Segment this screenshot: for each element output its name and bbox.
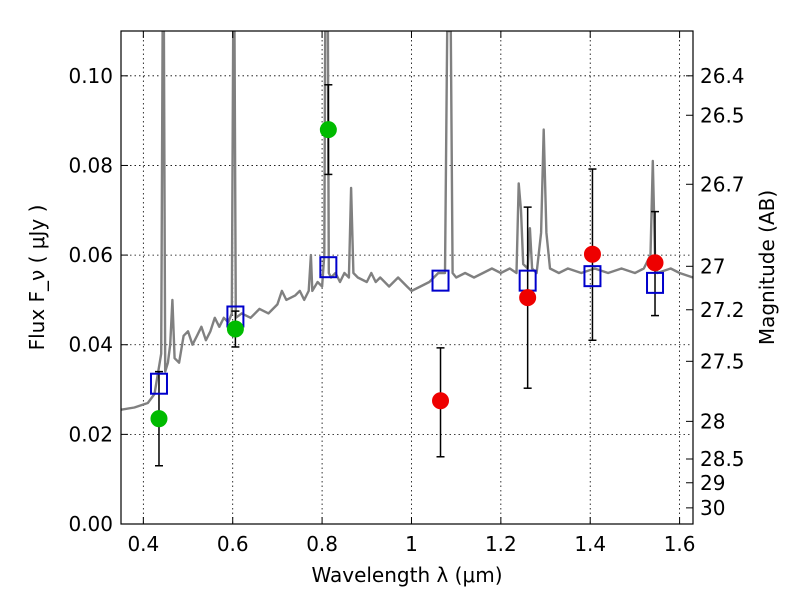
x-tick-label: 0.6 (217, 532, 249, 556)
y-tick-label: 0.10 (68, 64, 113, 88)
data-point (519, 289, 537, 307)
y-axis-label: Flux F_ν ( μJy ) (25, 205, 49, 351)
data-point (319, 121, 337, 139)
model-band-square (319, 256, 338, 279)
x-axis-label: Wavelength λ (μm) (311, 563, 502, 587)
right-tick-label: 26.7 (700, 172, 745, 196)
right-tick-label: 29 (700, 471, 725, 495)
y-axis-right-label: Magnitude (AB) (755, 190, 779, 345)
data-point (150, 410, 168, 428)
right-tick-label: 26.5 (700, 103, 745, 127)
model-band-square (583, 265, 602, 288)
right-tick-label: 27.5 (700, 349, 745, 373)
y-tick-label: 0.02 (68, 422, 113, 446)
y-tick-label: 0.08 (68, 153, 113, 177)
model-spectrum-line (121, 31, 693, 411)
grid-lines (121, 31, 693, 525)
data-point (226, 320, 244, 338)
model-band-square (646, 271, 665, 294)
x-tick-label: 0.4 (127, 532, 159, 556)
data-point (583, 245, 601, 263)
axis-ticks: 0.4 0.6 0.8 1 1.2 1.4 1.6 0.00 0.02 0.04 0.06 0.08 0… (68, 31, 745, 556)
data-point (646, 254, 664, 272)
x-tick-label: 1.4 (574, 532, 606, 556)
x-tick-label: 0.8 (306, 532, 338, 556)
data-point (432, 392, 450, 410)
plot-area (121, 31, 693, 467)
right-tick-label: 27 (700, 254, 725, 278)
x-tick-label: 1.6 (664, 532, 696, 556)
y-tick-label: 0.04 (68, 333, 113, 357)
y-tick-label: 0.00 (68, 512, 113, 536)
model-band-square (149, 372, 168, 395)
right-tick-label: 28.5 (700, 447, 745, 471)
right-tick-label: 28 (700, 409, 725, 433)
model-band-square (431, 269, 450, 292)
right-tick-label: 30 (700, 496, 725, 520)
plot-frame (120, 30, 694, 525)
right-tick-label: 27.2 (700, 298, 745, 322)
x-tick-label: 1.2 (485, 532, 517, 556)
x-tick-label: 1 (405, 532, 418, 556)
right-tick-label: 26.4 (700, 64, 745, 88)
y-tick-label: 0.06 (68, 243, 113, 267)
